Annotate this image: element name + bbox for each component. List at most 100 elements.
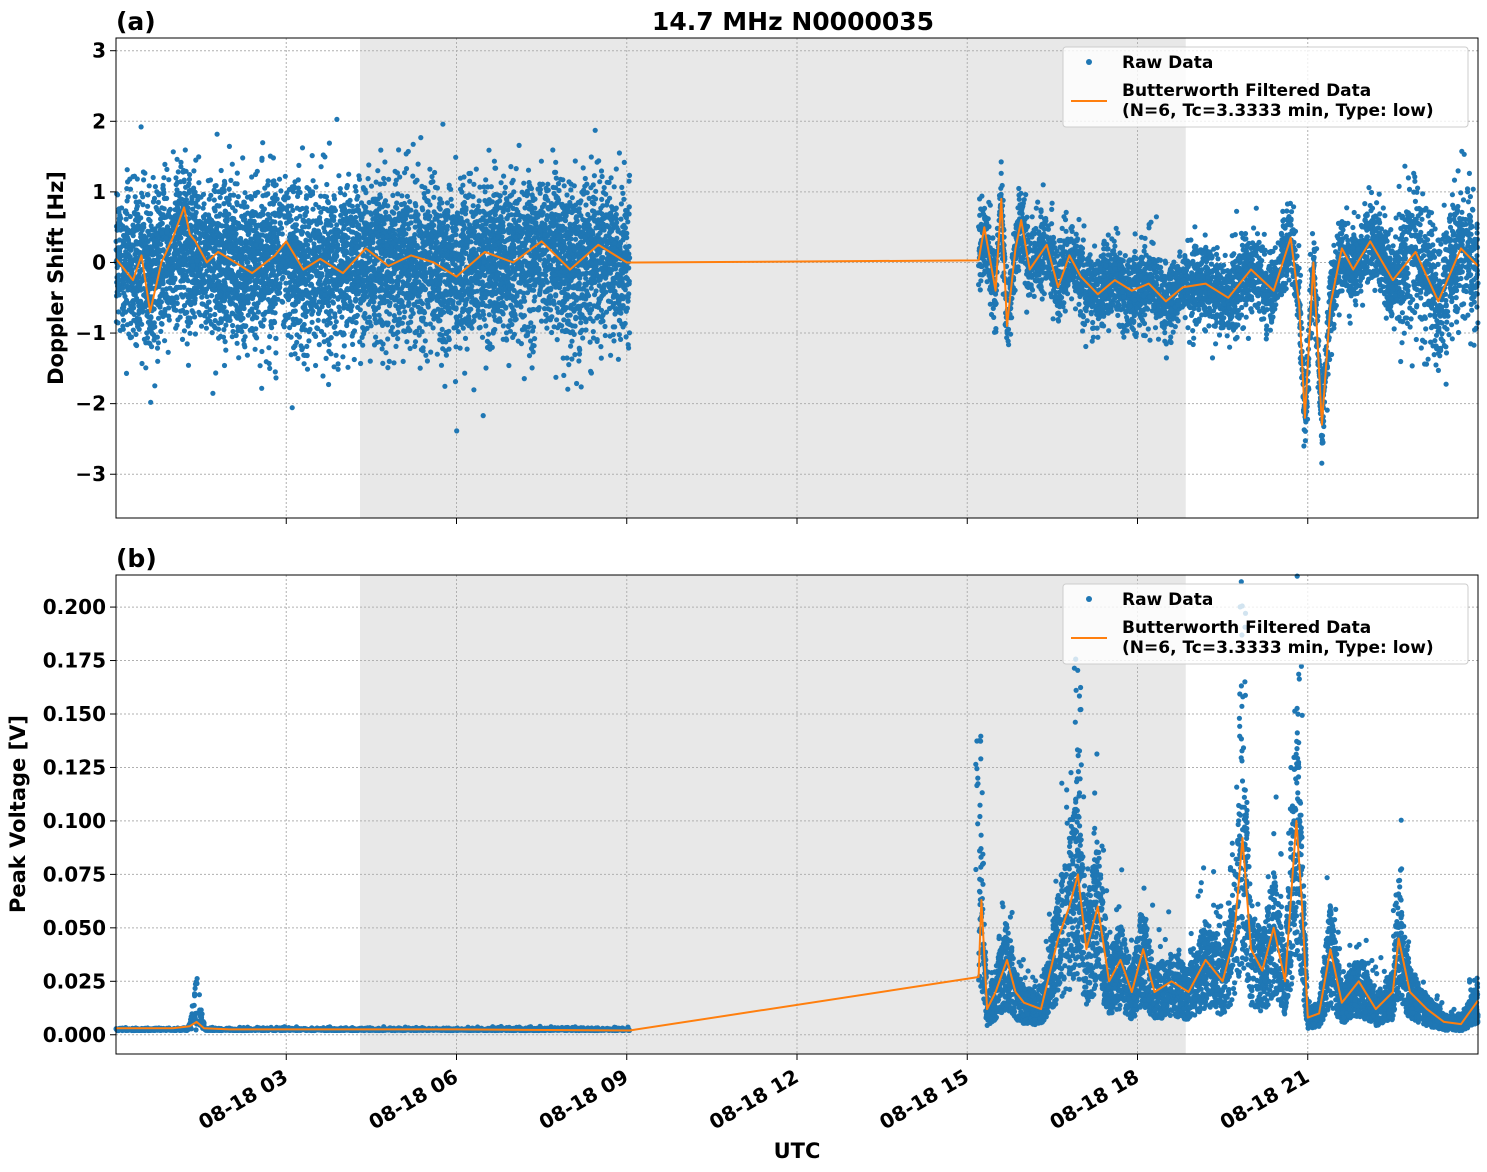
panel-a-raw-point — [229, 334, 235, 340]
panel-a-raw-point — [147, 340, 153, 347]
panel-a-raw-point — [265, 178, 271, 184]
panel-a-raw-point — [401, 314, 407, 320]
panel-a-raw-point — [303, 287, 309, 293]
panel-a-raw-point — [234, 170, 240, 176]
panel-a-raw-point — [595, 313, 602, 319]
panel-a-raw-point — [346, 171, 352, 177]
panel-a-raw-point — [196, 309, 202, 315]
panel-a-raw-point — [173, 175, 179, 181]
panel-a-raw-point — [154, 345, 161, 351]
panel-a-raw-point — [412, 343, 418, 349]
panel-a-raw-point — [592, 127, 598, 133]
panel-a-raw-point — [304, 185, 310, 191]
panel-a-raw-point — [355, 268, 362, 275]
panel-a-raw-point — [453, 154, 459, 160]
panel-a-raw-point — [358, 297, 364, 303]
panel-a-raw-point — [161, 195, 167, 202]
panel-a-raw-point — [623, 308, 629, 314]
panel-a-raw-point — [439, 326, 445, 332]
panel-a-raw-point — [290, 224, 296, 230]
panel-a-raw-point — [564, 355, 570, 361]
panel-a-raw-point — [553, 292, 559, 298]
panel-a-raw-point — [544, 325, 550, 331]
panel-a-raw-point — [470, 233, 476, 239]
panel-a-raw-point — [267, 333, 273, 340]
panel-a-raw-point — [244, 352, 250, 358]
panel-a-raw-point — [247, 327, 253, 333]
panel-a-raw-point — [223, 347, 229, 353]
panel-a-raw-point — [532, 196, 538, 202]
panel-a-raw-point — [434, 239, 440, 245]
panel-a-raw-point — [423, 352, 429, 358]
panel-a-raw-point — [174, 179, 181, 186]
panel-a-raw-point — [155, 199, 161, 205]
panel-a-raw-point — [309, 319, 315, 325]
panel-a-raw-point — [273, 335, 279, 342]
panel-a-raw-point — [423, 321, 429, 327]
panel-a-raw-point — [222, 339, 228, 345]
panel-a-raw-point — [149, 244, 155, 250]
panel-a-raw-point — [611, 338, 617, 344]
panel-a-raw-point — [170, 149, 176, 155]
panel-a-raw-point — [226, 294, 232, 300]
panel-a-raw-point — [573, 236, 579, 242]
panel-a-raw-point — [313, 333, 319, 339]
panel-a-raw-point — [206, 196, 212, 202]
panel-a-raw-point — [435, 287, 442, 293]
panel-a-raw-point — [382, 198, 389, 204]
panel-a-raw-point — [166, 305, 172, 311]
panel-a-raw-point — [432, 169, 438, 176]
panel-a-raw-point — [619, 184, 625, 190]
panel-a-raw-point — [334, 253, 340, 259]
panel-a-raw-point — [573, 214, 580, 220]
panel-a-raw-point — [484, 246, 490, 252]
panel-a-raw-point — [603, 309, 610, 315]
panel-a-raw-point — [153, 231, 159, 237]
panel-a-raw-point — [203, 325, 209, 331]
panel-a-raw-point — [212, 311, 218, 318]
panel-a-raw-point — [402, 309, 408, 315]
panel-a-raw-point — [278, 188, 284, 194]
panel-a-raw-point — [479, 279, 485, 285]
panel-a-raw-point — [440, 257, 446, 264]
panel-a-raw-point — [270, 225, 276, 231]
panel-a-raw-point — [550, 147, 556, 153]
panel-a-raw-point — [396, 290, 403, 296]
panel-a-raw-point — [411, 302, 418, 308]
panel-a-raw-point — [334, 116, 340, 122]
panel-a-raw-point — [588, 285, 594, 291]
panel-a-raw-point — [216, 335, 222, 341]
panel-a-raw-point — [442, 235, 448, 241]
panel-a-raw-point — [379, 346, 385, 352]
panel-a-raw-point — [530, 349, 536, 355]
panel-a-raw-point — [151, 320, 157, 326]
panel-a-raw-point — [353, 230, 359, 236]
panel-a-raw-point — [611, 184, 617, 190]
panel-a-raw-point — [403, 166, 410, 172]
panel-a-raw-point — [156, 192, 162, 198]
panel-a-raw-point — [565, 386, 571, 392]
panel-a-raw-point — [521, 180, 527, 186]
panel-a-raw-point — [590, 335, 597, 341]
panel-a-raw-point — [295, 177, 301, 183]
panel-a-raw-point — [158, 299, 164, 305]
panel-a-raw-point — [356, 173, 362, 179]
panel-a-raw-point — [491, 158, 497, 164]
panel-a-raw-point — [525, 167, 532, 173]
panel-a-raw-point — [471, 387, 477, 393]
panel-a-raw-point — [299, 145, 306, 151]
panel-a-raw-point — [483, 323, 489, 329]
panel-a-raw-point — [363, 204, 369, 210]
panel-a-raw-point — [321, 332, 327, 338]
panel-a-raw-point — [199, 301, 205, 307]
panel-a-raw-point — [132, 194, 138, 200]
panel-a-raw-point — [504, 216, 510, 222]
panel-a-raw-point — [599, 196, 605, 202]
panel-a-raw-point — [600, 203, 606, 209]
panel-a-raw-point — [588, 185, 594, 191]
panel-a-raw-point — [566, 362, 572, 368]
panel-a-raw-point — [306, 338, 312, 344]
panel-a-raw-point — [408, 319, 414, 325]
panel-a-raw-point — [564, 192, 570, 198]
panel-a-raw-point — [363, 190, 369, 196]
